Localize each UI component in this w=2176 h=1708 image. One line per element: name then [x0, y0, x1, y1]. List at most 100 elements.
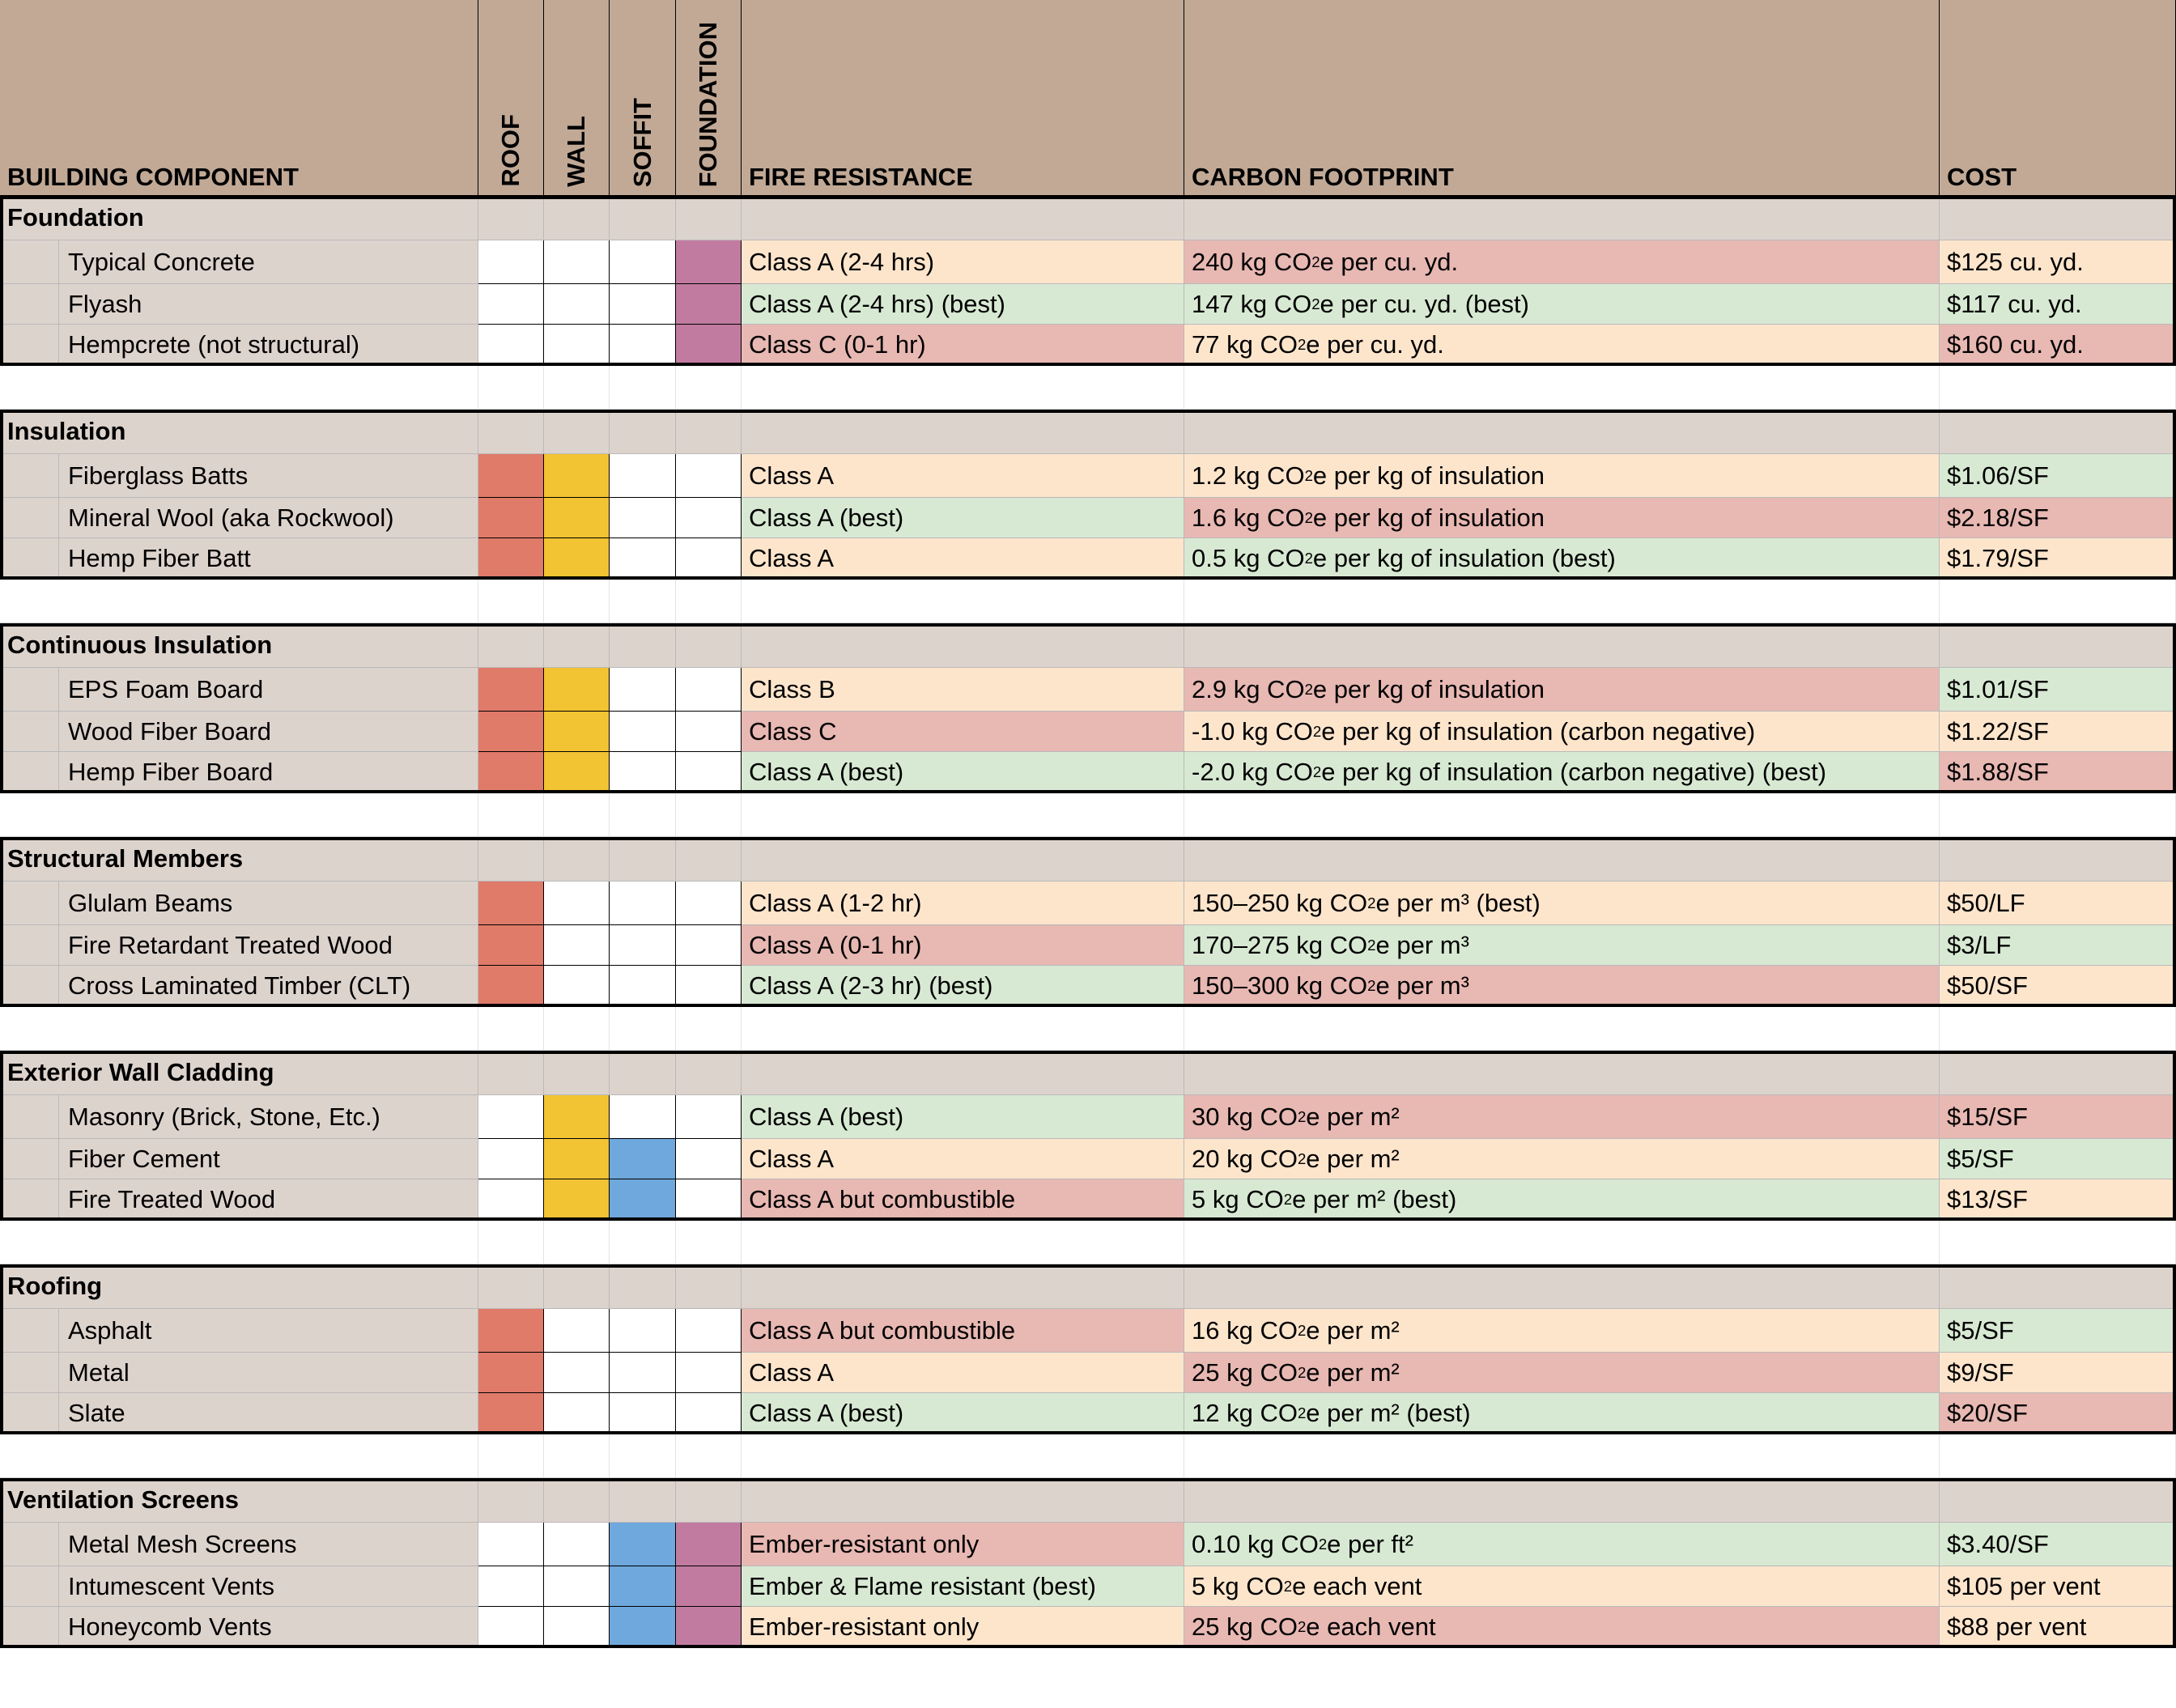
- blank-row-cell: [544, 1221, 610, 1264]
- section-header-blank: [610, 837, 676, 882]
- section-header-blank: [1940, 837, 2176, 882]
- use-soffit-marker: [610, 1566, 676, 1607]
- section-header-blank: [544, 1051, 610, 1095]
- fire-resistance-value: Class C (0-1 hr): [742, 325, 1184, 366]
- carbon-footprint-value: 1.6 kg CO 2 e per kg of insulation: [1184, 498, 1940, 538]
- component-name[interactable]: Hemp Fiber Board: [59, 752, 478, 793]
- component-name[interactable]: Intumescent Vents: [59, 1566, 478, 1607]
- cost-value: $1.06/SF: [1940, 454, 2176, 498]
- use-wall-marker: [544, 454, 610, 498]
- section-header-blank: [544, 837, 610, 882]
- row-indent: [0, 1179, 59, 1221]
- header-soffit: SOFFIT: [610, 0, 676, 196]
- component-name[interactable]: Fiberglass Batts: [59, 454, 478, 498]
- section-title: Roofing: [0, 1264, 478, 1309]
- component-name[interactable]: Hemp Fiber Batt: [59, 538, 478, 580]
- section-title: Exterior Wall Cladding: [0, 1051, 478, 1095]
- use-wall-marker: [544, 498, 610, 538]
- fire-resistance-value: Class A: [742, 538, 1184, 580]
- component-name[interactable]: Fiber Cement: [59, 1139, 478, 1179]
- section-header-blank: [1940, 410, 2176, 454]
- fire-resistance-value: Class A (best): [742, 1095, 1184, 1139]
- header-foundation: FOUNDATION: [676, 0, 742, 196]
- fire-resistance-value: Class A (0-1 hr): [742, 925, 1184, 966]
- use-foundation-marker: [676, 1179, 742, 1221]
- section-header-blank: [478, 410, 544, 454]
- fire-resistance-value: Class A (best): [742, 1393, 1184, 1434]
- row-indent: [0, 712, 59, 752]
- blank-row-cell: [610, 366, 676, 410]
- use-wall-marker: [544, 1607, 610, 1648]
- use-roof-marker: [478, 325, 544, 366]
- use-wall-marker: [544, 966, 610, 1007]
- section-title: Ventilation Screens: [0, 1478, 478, 1523]
- blank-row-cell: [0, 366, 478, 410]
- section-header-blank: [1940, 623, 2176, 668]
- use-soffit-marker: [610, 1353, 676, 1393]
- row-indent: [0, 454, 59, 498]
- carbon-footprint-value: 30 kg CO 2 e per m²: [1184, 1095, 1940, 1139]
- section-header-blank: [478, 196, 544, 240]
- component-name[interactable]: Glulam Beams: [59, 882, 478, 925]
- use-wall-marker: [544, 882, 610, 925]
- component-name[interactable]: Fire Treated Wood: [59, 1179, 478, 1221]
- component-name[interactable]: Asphalt: [59, 1309, 478, 1353]
- blank-row-cell: [1940, 580, 2176, 623]
- component-name[interactable]: Cross Laminated Timber (CLT): [59, 966, 478, 1007]
- fire-resistance-value: Class A: [742, 1353, 1184, 1393]
- carbon-footprint-value: 170–275 kg CO 2 e per m³: [1184, 925, 1940, 966]
- use-foundation-marker: [676, 325, 742, 366]
- component-name[interactable]: EPS Foam Board: [59, 668, 478, 712]
- use-wall-marker: [544, 240, 610, 284]
- component-name[interactable]: Hempcrete (not structural): [59, 325, 478, 366]
- cost-value: $3/LF: [1940, 925, 2176, 966]
- row-indent: [0, 1393, 59, 1434]
- row-indent: [0, 284, 59, 325]
- use-roof-marker: [478, 498, 544, 538]
- carbon-footprint-value: 25 kg CO 2 e per m²: [1184, 1353, 1940, 1393]
- blank-row-cell: [676, 366, 742, 410]
- blank-row-cell: [1184, 1434, 1940, 1478]
- section-title: Continuous Insulation: [0, 623, 478, 668]
- component-name[interactable]: Metal Mesh Screens: [59, 1523, 478, 1566]
- section-header-blank: [610, 1051, 676, 1095]
- component-name[interactable]: Honeycomb Vents: [59, 1607, 478, 1648]
- row-indent: [0, 882, 59, 925]
- blank-row-cell: [0, 580, 478, 623]
- blank-row-cell: [610, 1434, 676, 1478]
- cost-value: $5/SF: [1940, 1139, 2176, 1179]
- component-name[interactable]: Metal: [59, 1353, 478, 1393]
- section-header-blank: [1184, 1051, 1940, 1095]
- component-name[interactable]: Slate: [59, 1393, 478, 1434]
- component-name[interactable]: Flyash: [59, 284, 478, 325]
- use-soffit-marker: [610, 712, 676, 752]
- use-roof-marker: [478, 454, 544, 498]
- use-wall-marker: [544, 925, 610, 966]
- section-header-blank: [676, 1264, 742, 1309]
- component-name[interactable]: Masonry (Brick, Stone, Etc.): [59, 1095, 478, 1139]
- carbon-footprint-value: -1.0 kg CO 2 e per kg of insulation (carbo…: [1184, 712, 1940, 752]
- component-name[interactable]: Fire Retardant Treated Wood: [59, 925, 478, 966]
- use-soffit-marker: [610, 1179, 676, 1221]
- cost-value: $105 per vent: [1940, 1566, 2176, 1607]
- component-name[interactable]: Mineral Wool (aka Rockwool): [59, 498, 478, 538]
- use-soffit-marker: [610, 325, 676, 366]
- header-wall-label: WALL: [562, 116, 590, 187]
- blank-row-cell: [742, 793, 1184, 837]
- section-header-blank: [1940, 1478, 2176, 1523]
- blank-row-cell: [742, 1221, 1184, 1264]
- use-foundation-marker: [676, 1095, 742, 1139]
- use-wall-marker: [544, 1309, 610, 1353]
- fire-resistance-value: Class A: [742, 1139, 1184, 1179]
- section-header-blank: [676, 1051, 742, 1095]
- row-indent: [0, 1139, 59, 1179]
- row-indent: [0, 240, 59, 284]
- use-foundation-marker: [676, 1353, 742, 1393]
- row-indent: [0, 498, 59, 538]
- component-name[interactable]: Wood Fiber Board: [59, 712, 478, 752]
- component-name[interactable]: Typical Concrete: [59, 240, 478, 284]
- cost-value: $88 per vent: [1940, 1607, 2176, 1648]
- cost-value: $117 cu. yd.: [1940, 284, 2176, 325]
- use-roof-marker: [478, 1393, 544, 1434]
- section-header-blank: [742, 837, 1184, 882]
